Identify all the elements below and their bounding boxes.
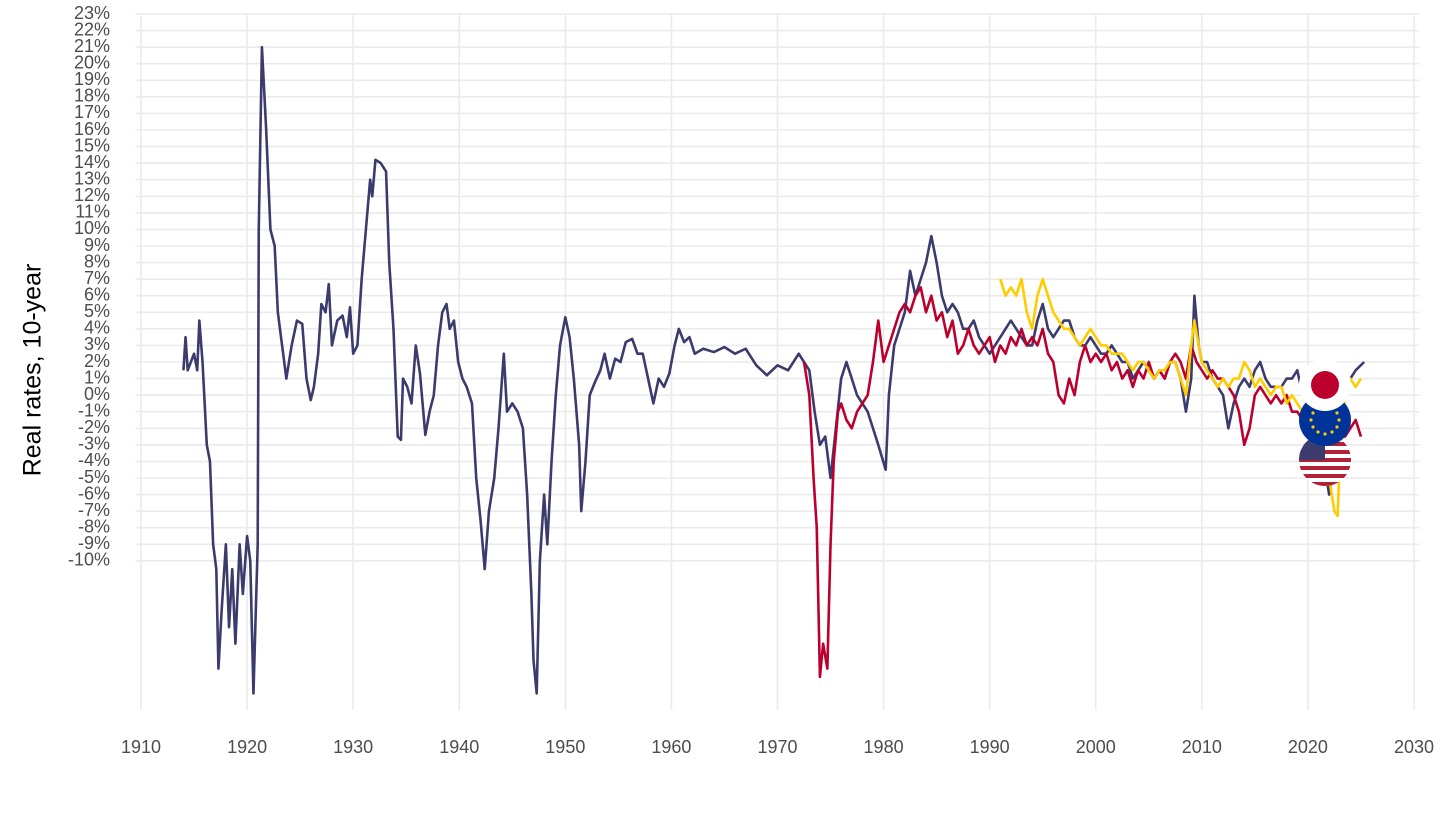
y-tick-label: 20% [74,52,110,72]
y-tick-label: 17% [74,102,110,122]
y-tick-label: 23% [74,3,110,23]
y-tick-label: 6% [84,284,110,304]
x-tick-label: 2020 [1288,737,1328,757]
y-tick-label: 15% [74,135,110,155]
y-tick-label: 1% [84,367,110,387]
x-tick-label: 1930 [333,737,373,757]
y-tick-label: 22% [74,19,110,39]
y-axis-title: Real rates, 10-year [19,264,47,477]
y-tick-label: 12% [74,185,110,205]
y-tick-label: 18% [74,86,110,106]
y-tick-label: -6% [78,483,110,503]
y-tick-label: 14% [74,152,110,172]
y-tick-label: -4% [78,450,110,470]
y-tick-label: -7% [78,500,110,520]
x-tick-label: 1990 [970,737,1010,757]
y-tick-label: -5% [78,467,110,487]
series-line [802,286,1363,679]
y-tick-label: -8% [78,516,110,536]
x-tick-label: 1920 [227,737,267,757]
x-tick-label: 1960 [651,737,691,757]
y-tick-label: 7% [84,268,110,288]
y-tick-label: 21% [74,36,110,56]
plot-area: 23%22%21%20%19%18%17%16%15%14%13%12%11%1… [68,3,1434,757]
y-tick-label: 2% [84,351,110,371]
grid [135,13,1420,710]
x-tick-label: 1980 [864,737,904,757]
y-tick-label: 16% [74,119,110,139]
y-tick-label: -9% [78,533,110,553]
y-tick-label: 10% [74,218,110,238]
x-tick-label: 1910 [121,737,161,757]
y-tick-label: -3% [78,434,110,454]
y-tick-label: 0% [84,384,110,404]
y-tick-label: 9% [84,235,110,255]
y-tick-label: -10% [68,550,110,570]
x-tick-label: 2010 [1182,737,1222,757]
x-tick-label: 1940 [439,737,479,757]
y-tick-label: 11% [75,202,110,222]
y-tick-label: 13% [74,168,110,188]
x-tick-label: 2030 [1394,737,1434,757]
y-tick-label: 3% [84,334,110,354]
y-tick-label: -1% [78,400,110,420]
x-tick-label: 1950 [545,737,585,757]
y-tick-label: 5% [84,301,110,321]
x-tick-label: 2000 [1076,737,1116,757]
y-tick-label: 19% [74,69,110,89]
x-tick-label: 1970 [757,737,797,757]
flag-japan [1299,359,1351,411]
y-tick-label: 8% [84,251,110,271]
y-tick-label: -2% [78,417,110,437]
y-tick-label: 4% [84,318,110,338]
